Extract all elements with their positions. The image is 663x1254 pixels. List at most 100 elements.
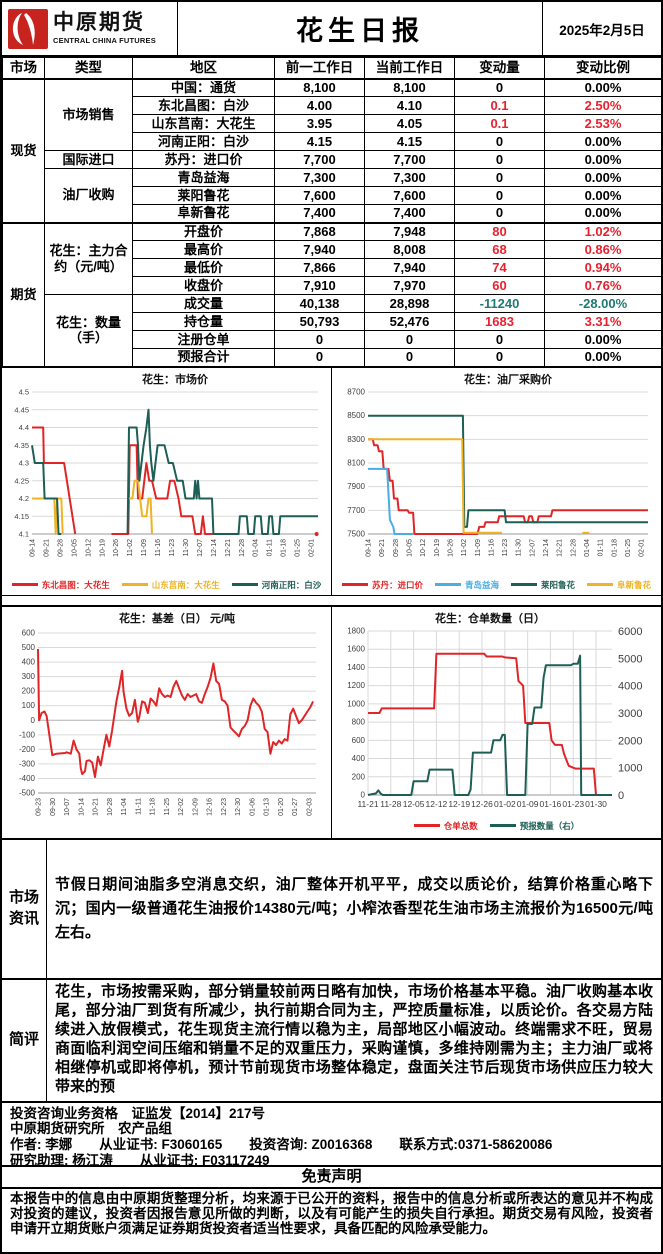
y-tick-label: 1000 (347, 699, 365, 708)
current-value-cell: 4.05 (364, 114, 455, 133)
x-tick-label: 01-06 (249, 797, 256, 815)
chart-legend: 仓单总数 预报数量（右） (332, 816, 661, 836)
legend-label: 青岛益海 (464, 579, 499, 590)
region-cell: 青岛益海 (132, 168, 275, 187)
x-tick-label: 11-09 (475, 538, 482, 555)
x-tick-label: 12-30 (235, 797, 242, 815)
change-cell: 68 (454, 240, 545, 259)
x-tick-label: 11-18 (150, 797, 157, 814)
region-cell: 山东莒南：大花生 (132, 114, 275, 133)
current-value-cell: 0 (364, 330, 455, 349)
y-tick-label: -300 (19, 759, 36, 768)
x-tick-label: 10-26 (113, 538, 120, 556)
x-tick-label: 11-04 (121, 797, 128, 814)
x-tick-label: 01-02 (494, 799, 516, 809)
x-tick-label: 11-16 (155, 538, 162, 555)
y-tick-label: 4.15 (14, 511, 29, 520)
y-tick-label: 1600 (347, 644, 365, 653)
x-tick-label: 10-19 (99, 538, 106, 556)
legend-swatch-icon (341, 583, 368, 586)
x-tick-label: 12-05 (403, 799, 425, 809)
y2-tick-label: 0 (618, 790, 624, 802)
legend-item: 莱阳鲁花 (511, 579, 575, 591)
x-tick-label: 10-12 (420, 538, 427, 556)
market-info-section: 市场资讯 节假日期间油脂多空消息交织，油厂整体开机平平，成交以质论价，结算价格重… (2, 839, 661, 980)
logo-company-name: 中原期货 (53, 10, 145, 34)
current-value-cell: 7,940 (364, 258, 455, 277)
change-cell: 0 (454, 330, 545, 349)
price-table: 市场 类型 地区 前一工作日 当前工作日 变动量 变动比例 现货 市场销售 中国：通… (2, 57, 661, 368)
y-tick-label: 7900 (347, 482, 365, 491)
chart-oil-mill-purchase-price: 花生：油厂采购价 7500 7700 7900 8100 8300 8500 8700 09-1… (332, 368, 661, 595)
x-tick-label: 10-14 (78, 797, 85, 815)
legend-item: 预报数量（右） (489, 820, 579, 832)
credential-qualification: 投资咨询业务资格 证监发【2014】217号 (10, 1105, 266, 1121)
chart-title: 花生：仓单数量（日） (435, 611, 545, 625)
market-cell: 期货 (2, 221, 45, 367)
series-point (314, 531, 319, 536)
y-tick-label: 600 (22, 628, 36, 637)
legend-label: 阜新鲁花 (617, 579, 652, 590)
change-cell: -11240 (454, 294, 545, 313)
change-cell: 74 (454, 258, 545, 277)
y-tick-label: 8100 (347, 458, 365, 467)
x-tick-label: 01-04 (253, 538, 260, 556)
legend-swatch-icon (231, 583, 258, 586)
y-tick-label: 200 (22, 686, 36, 695)
legend-label: 东北昌图：大花生 (41, 579, 110, 590)
prev-value-cell: 7,866 (274, 258, 365, 277)
prev-value-cell: 50,793 (274, 312, 365, 331)
series-line (31, 444, 62, 535)
type-cell: 油厂收购 (44, 168, 133, 223)
chart-legend: 东北昌图：大花生 山东莒南：大花生 河南正阳：白沙 (2, 575, 331, 595)
series-line (368, 414, 648, 528)
chart-warehouse-receipts: 花生：仓单数量（日） 0 200 400 600 800 1000 1200 1400 1600 1… (332, 607, 661, 838)
legend-item: 阜新鲁花 (587, 579, 651, 591)
x-tick-label: 01-18 (611, 538, 618, 556)
x-tick-label: 11-23 (502, 538, 509, 555)
current-value-cell: 7,700 (364, 150, 455, 169)
legend-label: 仓单总数 (443, 820, 478, 831)
x-tick-label: 10-12 (85, 538, 92, 556)
change-pct-cell: 0.00% (544, 168, 661, 187)
change-pct-cell: 2.53% (544, 114, 661, 133)
region-cell: 成交量 (132, 294, 275, 313)
series-line (368, 437, 648, 535)
legend-swatch-icon (511, 583, 537, 586)
y2-tick-label: 2000 (618, 735, 642, 747)
y-tick-label: 0 (361, 790, 366, 799)
type-cell: 花生：数量（手） (44, 294, 133, 367)
x-tick-label: 01-25 (295, 538, 302, 556)
chart-market-price: 花生：市场价 4.1 4.15 4.2 4.25 4.3 4.35 4.4 4.45 4.5 09-… (2, 367, 332, 595)
x-tick-label: 10-07 (64, 797, 71, 815)
change-pct-cell: 0.76% (544, 276, 661, 295)
prev-value-cell: 7,940 (274, 240, 365, 259)
legend-item: 苏丹：进口价 (341, 579, 423, 591)
y2-tick-label: 3000 (618, 708, 642, 720)
y-tick-label: 600 (352, 735, 366, 744)
col-header-region: 地区 (132, 57, 275, 80)
prev-value-cell: 0 (274, 330, 365, 349)
region-cell: 中国：通货 (132, 78, 275, 97)
credentials: 投资咨询业务资格 证监发【2014】217号 中原期货研究所 农产品组 作者: … (2, 1103, 661, 1168)
x-tick-label: 11-02 (127, 538, 134, 555)
y-tick-label: 400 (22, 657, 36, 666)
region-cell: 预报合计 (132, 348, 275, 367)
x-tick-label: 01-23 (562, 799, 584, 809)
current-value-cell: 8,100 (364, 78, 455, 97)
col-header-type: 类型 (44, 57, 133, 80)
y-tick-label: 8700 (347, 387, 365, 396)
x-tick-label: 12-28 (239, 538, 246, 556)
x-tick-label: 11-25 (164, 797, 171, 814)
logo-text: 中原期货 CENTRAL CHINA FUTURES (53, 10, 156, 46)
x-tick-label: 11-16 (488, 538, 495, 555)
x-tick-label: 01-11 (598, 538, 605, 555)
x-tick-label: 10-19 (434, 538, 441, 556)
x-tick-label: 02-01 (639, 538, 646, 556)
x-tick-label: 11-09 (141, 538, 148, 555)
y-tick-label: -500 (19, 788, 36, 797)
x-tick-label: 01-27 (292, 797, 299, 815)
series-line (367, 654, 612, 796)
col-header-change-pct: 变动比例 (544, 57, 661, 80)
